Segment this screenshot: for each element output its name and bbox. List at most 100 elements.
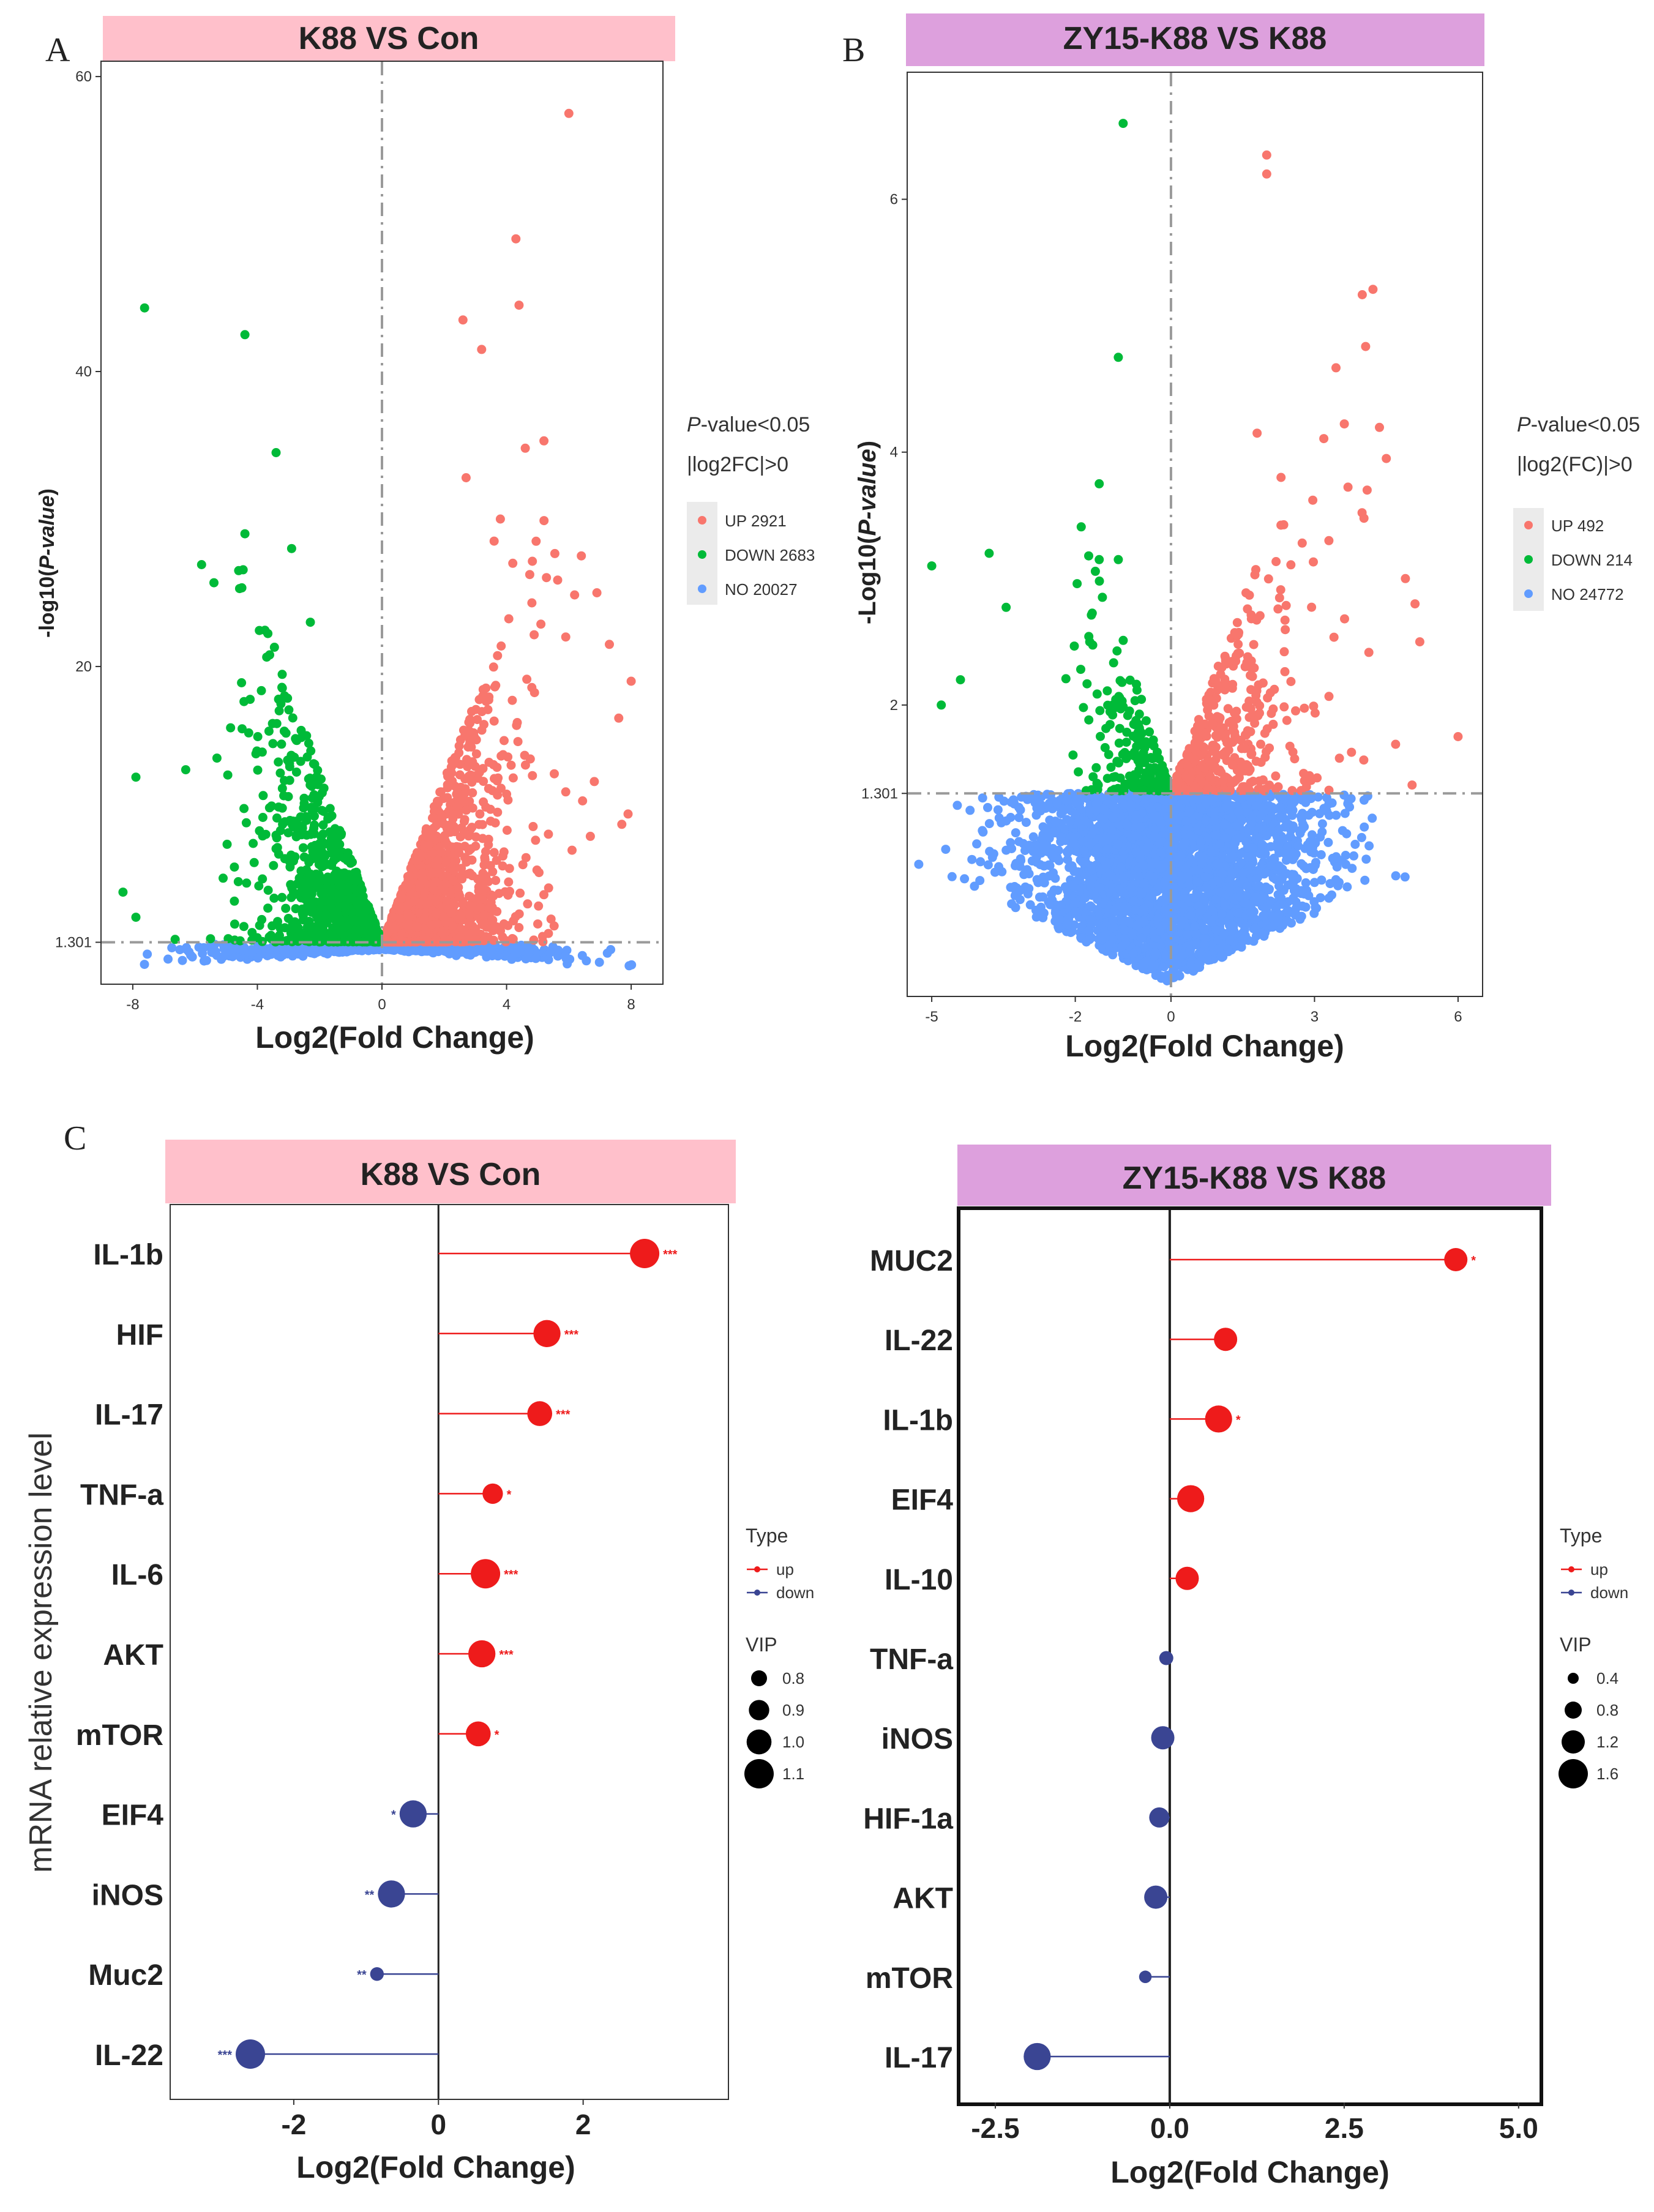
point-up: [448, 921, 458, 931]
point-down: [241, 818, 251, 828]
x-tick-label: -4: [251, 996, 264, 1013]
point-up: [511, 912, 520, 922]
point-down: [317, 888, 327, 898]
point-up: [413, 855, 422, 865]
point-not-significant: [346, 946, 356, 955]
point-down: [367, 913, 376, 922]
point-up: [544, 883, 553, 893]
point-up: [527, 682, 537, 692]
point-not-significant: [994, 862, 1003, 872]
point-not-significant: [594, 957, 604, 967]
point-up: [522, 674, 532, 684]
point-down: [274, 694, 283, 704]
point-down: [268, 719, 277, 728]
point-down: [226, 723, 236, 733]
point-down: [329, 856, 339, 865]
point-up: [546, 914, 556, 924]
point-up: [521, 853, 531, 862]
title-banner: [103, 16, 675, 61]
legend-up-label: UP 2921: [725, 512, 787, 530]
point-down: [223, 770, 233, 780]
point-down: [131, 913, 141, 922]
point-down: [359, 897, 369, 907]
point-up: [507, 695, 517, 705]
point-up: [467, 823, 477, 832]
point-down: [304, 774, 313, 783]
point-up: [454, 741, 464, 751]
point-down: [223, 934, 233, 944]
point-up: [504, 614, 514, 624]
point-not-significant: [602, 948, 612, 958]
point-down: [263, 886, 273, 895]
point-up: [413, 922, 422, 932]
point-up: [477, 707, 487, 717]
point-down: [304, 738, 313, 748]
point-up: [422, 832, 432, 842]
point-down: [326, 897, 336, 906]
point-down: [239, 697, 249, 706]
point-down: [348, 858, 357, 867]
point-up: [428, 868, 438, 878]
point-down: [244, 728, 253, 738]
panel-letter-a: A: [45, 31, 70, 69]
point-up: [479, 860, 489, 870]
point-up: [428, 813, 438, 823]
point-up: [498, 861, 507, 871]
point-down: [264, 803, 274, 813]
point-down: [305, 923, 315, 932]
point-up: [452, 788, 462, 798]
point-up: [440, 884, 449, 894]
point-down: [291, 904, 301, 914]
point-down: [318, 924, 327, 933]
point-not-significant: [140, 960, 149, 970]
point-up: [458, 315, 468, 325]
point-up: [485, 903, 495, 913]
point-up: [446, 908, 456, 917]
point-not-significant: [512, 948, 522, 958]
point-down: [320, 859, 329, 869]
point-up: [525, 570, 534, 580]
point-not-significant: [1400, 872, 1410, 882]
point-up: [477, 820, 487, 829]
point-up: [403, 881, 413, 891]
point-down: [302, 752, 312, 762]
point-not-significant: [1015, 895, 1025, 905]
point-up: [430, 896, 440, 906]
point-up: [567, 845, 577, 855]
point-up: [502, 826, 512, 835]
point-up: [406, 864, 416, 873]
point-up: [493, 651, 503, 660]
legend-up-key: [698, 516, 706, 525]
point-up: [479, 910, 489, 920]
point-up: [429, 849, 439, 859]
point-down: [299, 908, 309, 917]
point-up: [479, 720, 488, 730]
point-not-significant: [239, 946, 249, 955]
point-down: [281, 903, 291, 913]
point-up: [470, 927, 479, 936]
point-up: [499, 919, 509, 929]
point-down: [288, 854, 297, 864]
point-not-significant: [577, 951, 587, 960]
point-not-significant: [1259, 932, 1269, 941]
point-up: [460, 774, 470, 784]
point-up: [430, 877, 440, 887]
point-up: [544, 829, 553, 839]
point-up: [479, 797, 488, 807]
point-up: [528, 821, 538, 831]
point-down: [266, 930, 276, 940]
point-up: [454, 748, 464, 758]
point-up: [561, 632, 571, 642]
point-up: [479, 936, 488, 946]
point-up: [462, 728, 471, 738]
point-not-significant: [624, 961, 634, 971]
point-down: [277, 803, 287, 813]
point-up: [457, 796, 467, 805]
point-up: [476, 903, 485, 913]
point-down: [321, 910, 331, 919]
point-up: [626, 676, 636, 686]
point-not-significant: [1006, 838, 1016, 848]
point-up: [446, 780, 456, 790]
point-down: [302, 931, 311, 941]
point-up: [457, 874, 467, 884]
